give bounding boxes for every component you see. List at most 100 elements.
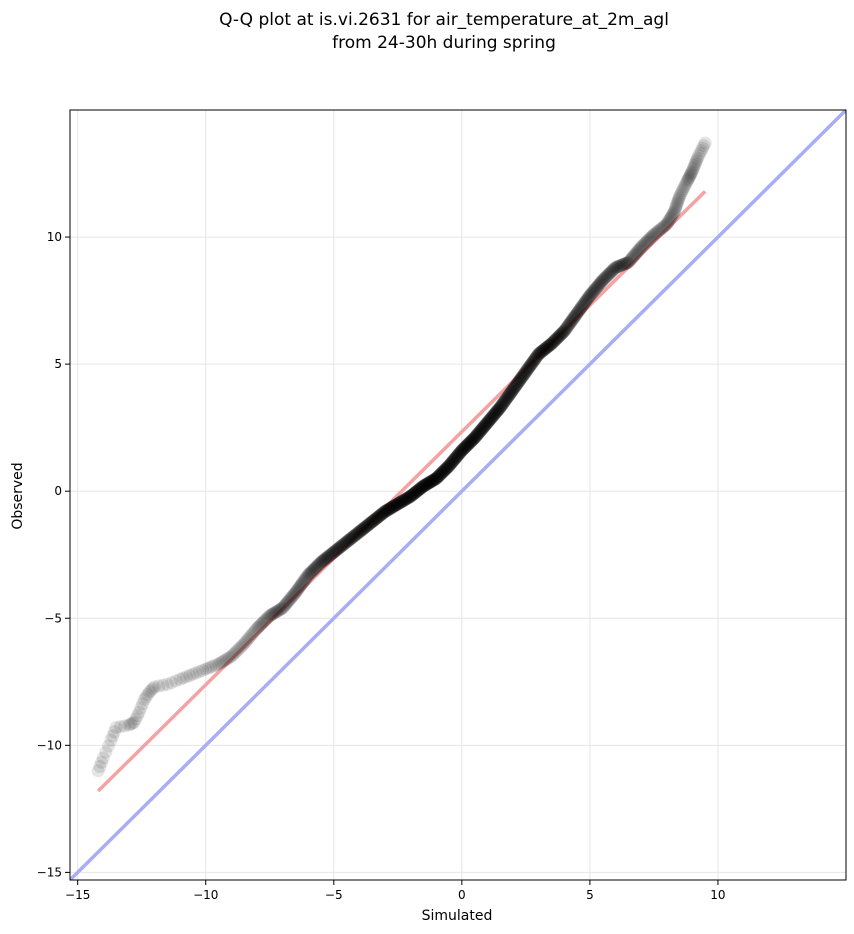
quantile-point-692 bbox=[525, 356, 539, 370]
quantile-point-456 bbox=[442, 458, 456, 472]
quantile-point-678 bbox=[520, 364, 534, 378]
quantile-point-840 bbox=[595, 274, 609, 288]
quantile-point-327 bbox=[397, 493, 411, 507]
quantile-point-945 bbox=[681, 172, 695, 186]
quantile-point-6 bbox=[104, 733, 118, 747]
quantile-point-328 bbox=[398, 493, 412, 507]
quantile-point-702 bbox=[529, 351, 543, 365]
quantile-point-334 bbox=[400, 492, 414, 506]
quantile-point-550 bbox=[474, 423, 488, 437]
quantile-point-962 bbox=[696, 141, 710, 155]
quantile-point-913 bbox=[656, 220, 670, 234]
quantile-point-364 bbox=[411, 484, 425, 498]
quantile-point-137 bbox=[309, 561, 323, 575]
quantile-point-464 bbox=[445, 455, 459, 469]
quantile-point-854 bbox=[604, 265, 618, 279]
quantile-point-10 bbox=[113, 720, 127, 734]
quantile-point-589 bbox=[487, 407, 501, 421]
quantile-point-876 bbox=[621, 256, 635, 270]
quantile-point-19 bbox=[134, 701, 148, 715]
quantile-point-0 bbox=[91, 764, 105, 778]
quantile-point-651 bbox=[509, 378, 523, 392]
quantile-point-144 bbox=[313, 556, 327, 570]
quantile-point-378 bbox=[416, 480, 430, 494]
quantile-point-14 bbox=[125, 716, 139, 730]
quantile-point-4 bbox=[99, 745, 113, 759]
quantile-point-123 bbox=[299, 571, 313, 585]
quantile-point-90 bbox=[272, 603, 286, 617]
quantile-point-627 bbox=[501, 390, 515, 404]
quantile-point-39 bbox=[192, 665, 206, 679]
quantile-point-359 bbox=[409, 485, 423, 499]
quantile-point-35 bbox=[180, 670, 194, 684]
quantile-point-701 bbox=[529, 351, 543, 365]
quantile-point-921 bbox=[664, 211, 678, 225]
quantile-point-24 bbox=[142, 685, 156, 699]
quantile-point-931 bbox=[670, 196, 684, 210]
quantile-point-733 bbox=[542, 339, 556, 353]
quantile-point-473 bbox=[448, 452, 462, 466]
quantile-point-426 bbox=[432, 468, 446, 482]
quantile-point-210 bbox=[349, 528, 363, 542]
quantile-point-153 bbox=[319, 552, 333, 566]
quantile-point-871 bbox=[617, 257, 631, 271]
quantile-point-937 bbox=[674, 186, 688, 200]
quantile-point-615 bbox=[496, 396, 510, 410]
quantile-point-101 bbox=[282, 594, 296, 608]
quantile-point-793 bbox=[569, 308, 583, 322]
quantile-point-242 bbox=[363, 516, 377, 530]
quantile-point-667 bbox=[515, 369, 529, 383]
quantile-point-197 bbox=[343, 533, 357, 547]
x-tick-label-4: 5 bbox=[586, 888, 594, 902]
quantile-point-695 bbox=[526, 355, 540, 369]
quantile-point-67 bbox=[246, 626, 260, 640]
quantile-point-173 bbox=[330, 543, 344, 557]
quantile-point-696 bbox=[527, 354, 541, 368]
quantile-point-901 bbox=[643, 231, 657, 245]
quantile-point-839 bbox=[595, 275, 609, 289]
quantile-point-845 bbox=[598, 271, 612, 285]
quantile-point-272 bbox=[376, 506, 390, 520]
quantile-point-154 bbox=[319, 551, 333, 565]
quantile-point-949 bbox=[684, 167, 698, 181]
quantile-point-596 bbox=[490, 404, 504, 418]
quantile-point-452 bbox=[441, 460, 455, 474]
quantile-point-126 bbox=[301, 568, 315, 582]
quantile-point-89 bbox=[271, 604, 285, 618]
quantile-point-436 bbox=[436, 465, 450, 479]
quantile-point-396 bbox=[422, 476, 436, 490]
quantile-point-807 bbox=[576, 297, 590, 311]
quantile-point-194 bbox=[341, 534, 355, 548]
quantile-point-189 bbox=[339, 536, 353, 550]
quantile-point-385 bbox=[418, 478, 432, 492]
quantile-point-304 bbox=[388, 498, 402, 512]
quantile-point-599 bbox=[491, 403, 505, 417]
quantile-point-168 bbox=[327, 545, 341, 559]
quantile-point-131 bbox=[305, 565, 319, 579]
quantile-point-243 bbox=[364, 516, 378, 530]
quantile-point-316 bbox=[393, 496, 407, 510]
quantile-point-117 bbox=[294, 577, 308, 591]
quantile-point-344 bbox=[404, 489, 418, 503]
quantile-point-143 bbox=[313, 557, 327, 571]
quantile-point-771 bbox=[558, 323, 572, 337]
quantile-point-140 bbox=[311, 559, 325, 573]
quantile-point-295 bbox=[385, 500, 399, 514]
quantile-point-794 bbox=[570, 307, 584, 321]
quantile-point-590 bbox=[488, 407, 502, 421]
quantile-point-25 bbox=[144, 683, 158, 697]
quantile-point-161 bbox=[323, 548, 337, 562]
quantile-point-835 bbox=[592, 277, 606, 291]
quantile-point-900 bbox=[642, 232, 656, 246]
quantile-point-532 bbox=[468, 430, 482, 444]
quantile-point-377 bbox=[415, 480, 429, 494]
quantile-point-226 bbox=[356, 522, 370, 536]
quantile-point-576 bbox=[483, 413, 497, 427]
quantile-point-30 bbox=[160, 677, 174, 691]
quantile-point-336 bbox=[401, 491, 415, 505]
quantile-point-887 bbox=[630, 245, 644, 259]
quantile-point-230 bbox=[358, 520, 372, 534]
quantile-point-311 bbox=[391, 497, 405, 511]
quantile-point-308 bbox=[390, 497, 404, 511]
quantile-point-867 bbox=[614, 258, 628, 272]
